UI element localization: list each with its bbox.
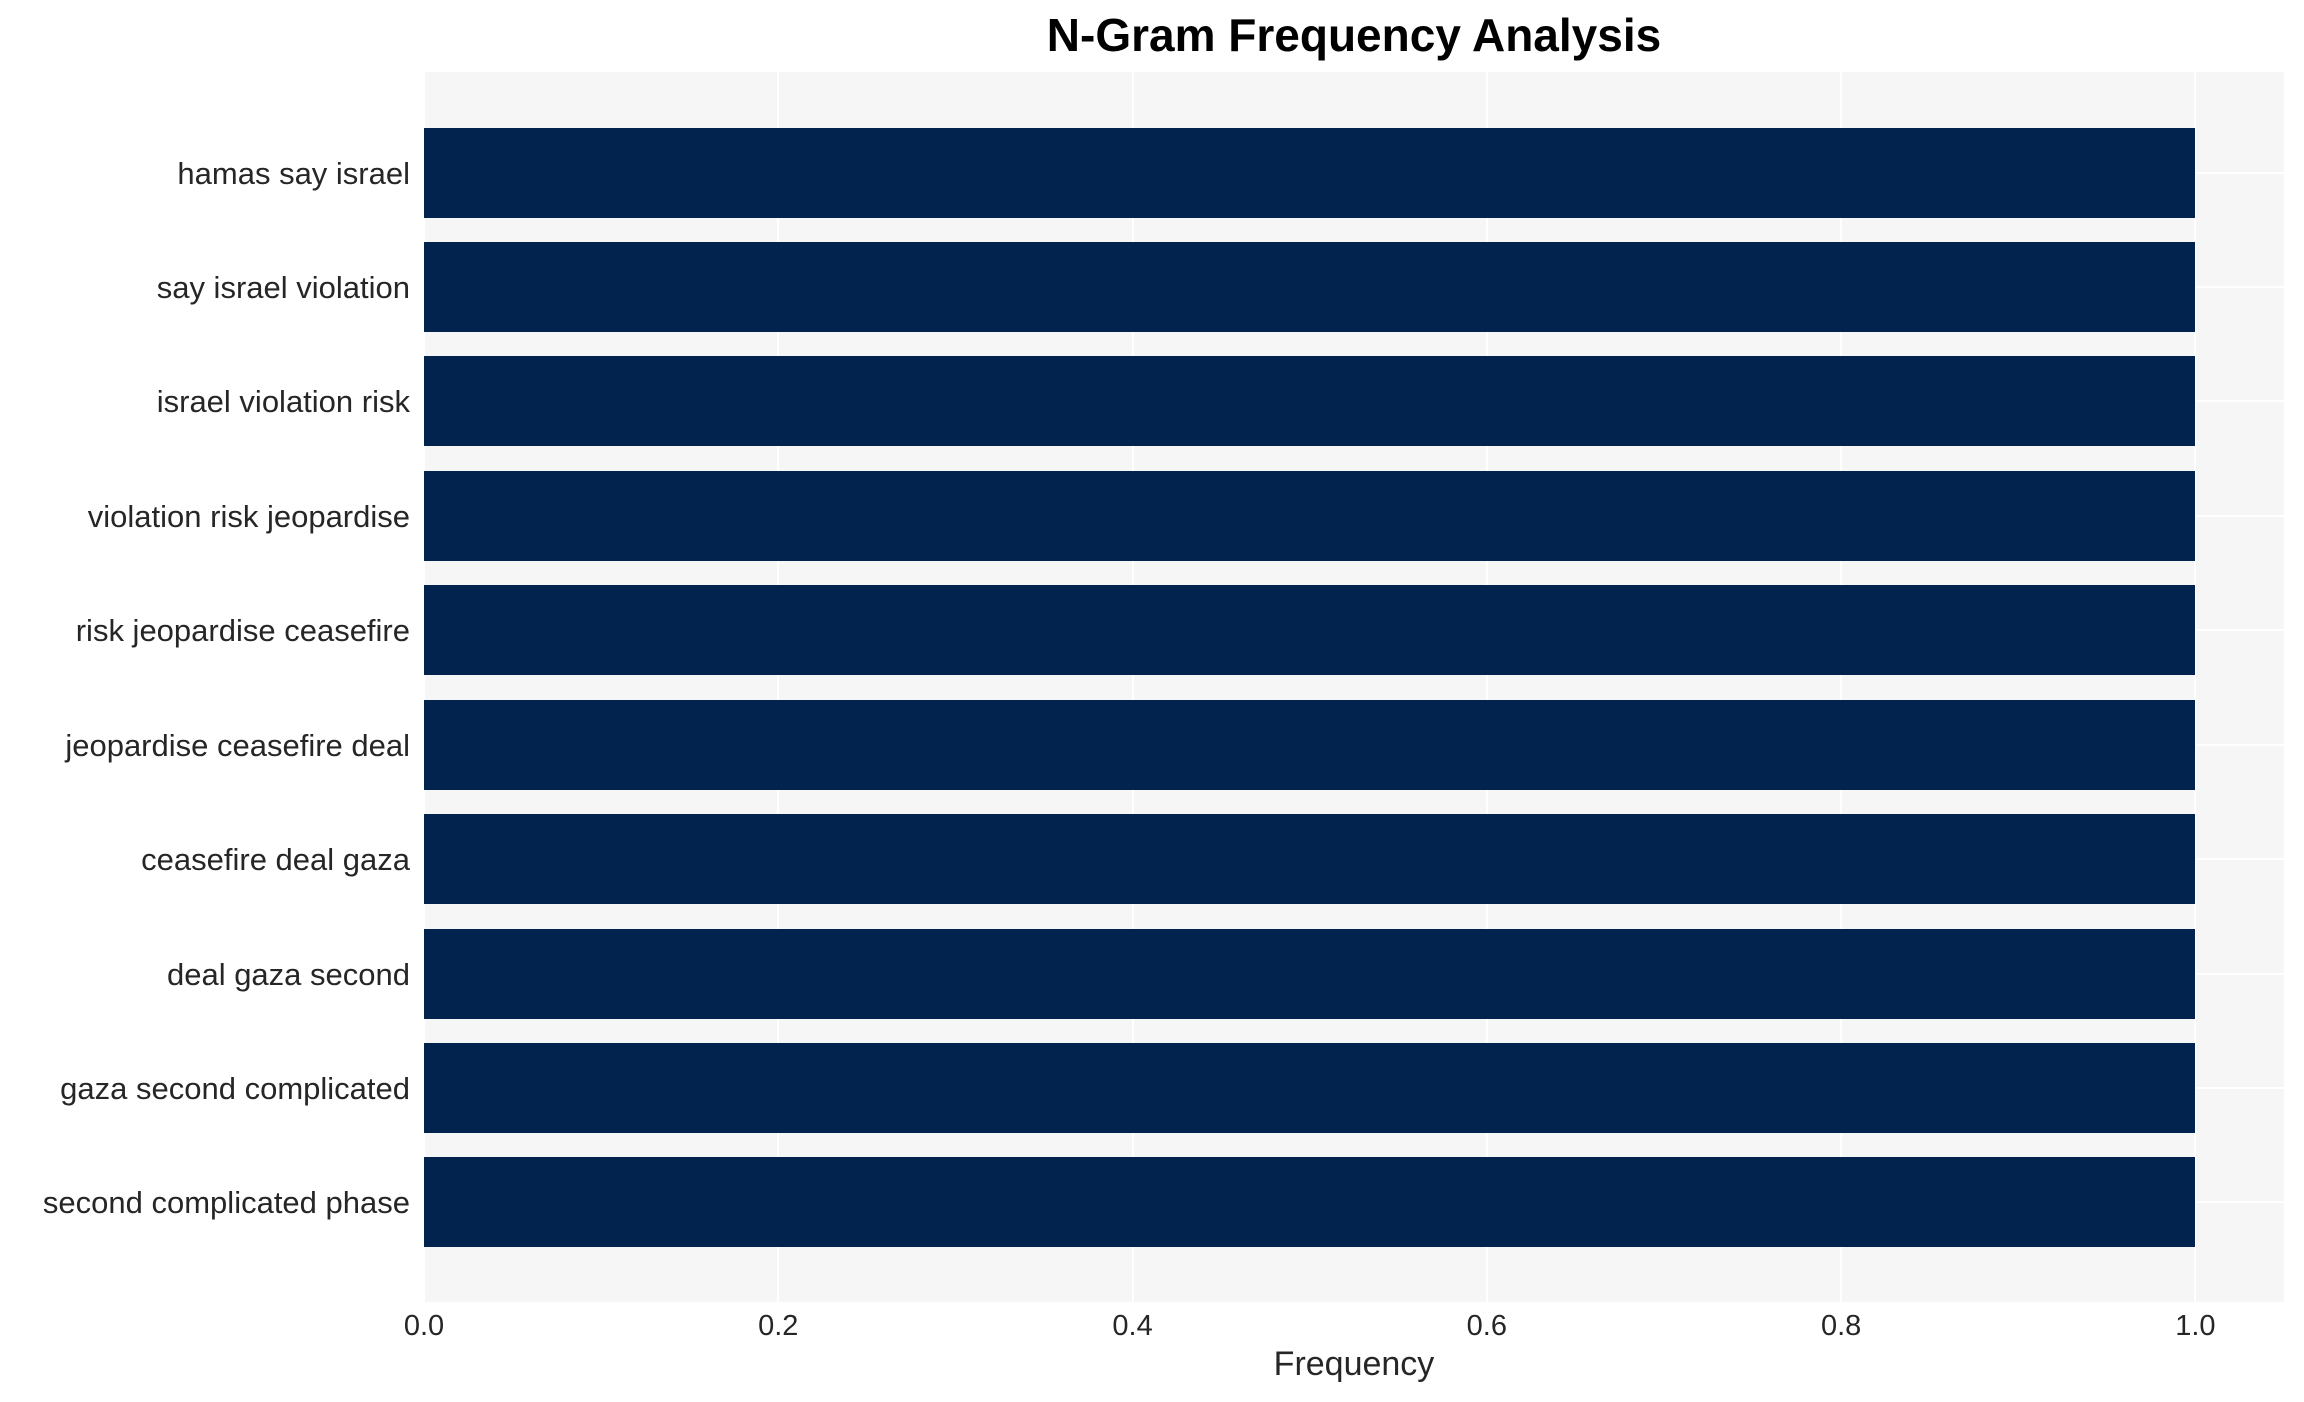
v-gridline <box>777 72 780 1302</box>
v-gridline <box>2194 72 2197 1302</box>
bar <box>424 814 2196 905</box>
y-tick-label: jeopardise ceasefire deal <box>65 727 410 763</box>
x-tick-label: 0.0 <box>403 1310 445 1342</box>
v-gridline <box>1131 72 1134 1302</box>
v-gridline <box>1840 72 1843 1302</box>
y-tick-label: ceasefire deal gaza <box>141 842 410 878</box>
bar <box>424 470 2196 561</box>
plot-area <box>423 72 2284 1302</box>
y-tick-label: risk jeopardise ceasefire <box>75 613 410 649</box>
x-tick-label: 1.0 <box>2175 1310 2216 1342</box>
y-tick-label: gaza second complicated <box>60 1071 410 1107</box>
bar <box>424 356 2196 447</box>
v-gridline <box>1485 72 1488 1302</box>
bar <box>424 585 2196 676</box>
bar <box>424 1043 2196 1134</box>
x-tick-label: 0.2 <box>758 1310 799 1342</box>
chart-title: N-Gram Frequency Analysis <box>1046 9 1662 61</box>
v-gridline <box>423 72 425 1302</box>
y-tick-label: second complicated phase <box>42 1185 410 1221</box>
y-tick-label: violation risk jeopardise <box>87 498 410 534</box>
bar <box>424 1157 2196 1248</box>
y-tick-label: deal gaza second <box>166 956 410 992</box>
x-axis-label: Frequency <box>1273 1345 1435 1383</box>
y-tick-label: israel violation risk <box>156 384 410 420</box>
x-tick-label: 0.4 <box>1112 1310 1153 1342</box>
x-tick-label: 0.8 <box>1820 1310 1862 1342</box>
y-tick-label: hamas say israel <box>177 155 410 191</box>
bar <box>424 241 2196 332</box>
bar <box>424 699 2196 790</box>
bar <box>424 127 2196 218</box>
bar <box>424 928 2196 1019</box>
x-tick-label: 0.6 <box>1466 1310 1507 1342</box>
y-tick-label: say israel violation <box>156 269 410 305</box>
